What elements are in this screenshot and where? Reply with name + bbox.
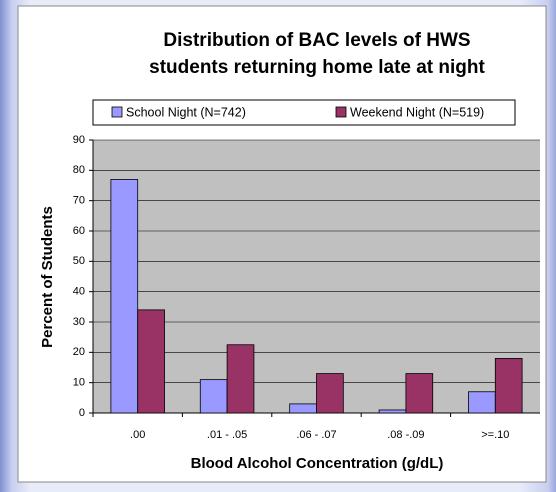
legend-swatch [111,106,123,118]
x-tick-label: .01 - .05 [207,429,247,441]
y-tick-label: 60 [73,225,85,237]
bar [137,309,165,414]
y-axis-label: Percent of Students [39,206,56,348]
x-tick-label: .08 -.09 [387,429,424,441]
bar [226,344,255,414]
bar [316,373,344,414]
legend-label: School Night (N=742) [126,105,246,119]
plot-area [93,140,540,413]
y-tick-label: 50 [73,255,85,267]
x-tick-label: .00 [130,429,145,441]
y-tick-label: 10 [73,377,85,389]
y-tick-label: 80 [73,164,85,176]
legend-swatch [335,106,347,118]
x-axis-label: Blood Alcohol Concentration (g/dL) [191,455,444,472]
y-tick-label: 30 [73,316,85,328]
legend-label: Weekend Night (N=519) [350,105,484,119]
chart-title: Distribution of BAC levels of HWS [163,30,470,51]
chart-title: students returning home late at night [149,57,485,78]
y-tick-label: 90 [73,134,85,146]
bar [468,391,496,414]
bar [494,357,523,414]
y-tick-label: 40 [73,286,85,298]
bar [378,409,407,414]
y-tick-label: 70 [73,195,85,207]
y-tick-label: 20 [73,346,85,358]
x-tick-label: >=.10 [481,429,509,441]
bar [110,179,139,414]
bar [289,403,317,414]
x-tick-label: .06 - .07 [296,429,336,441]
y-tick-label: 0 [79,407,85,419]
legend [92,99,516,126]
bar [405,373,434,414]
bar [199,379,228,414]
